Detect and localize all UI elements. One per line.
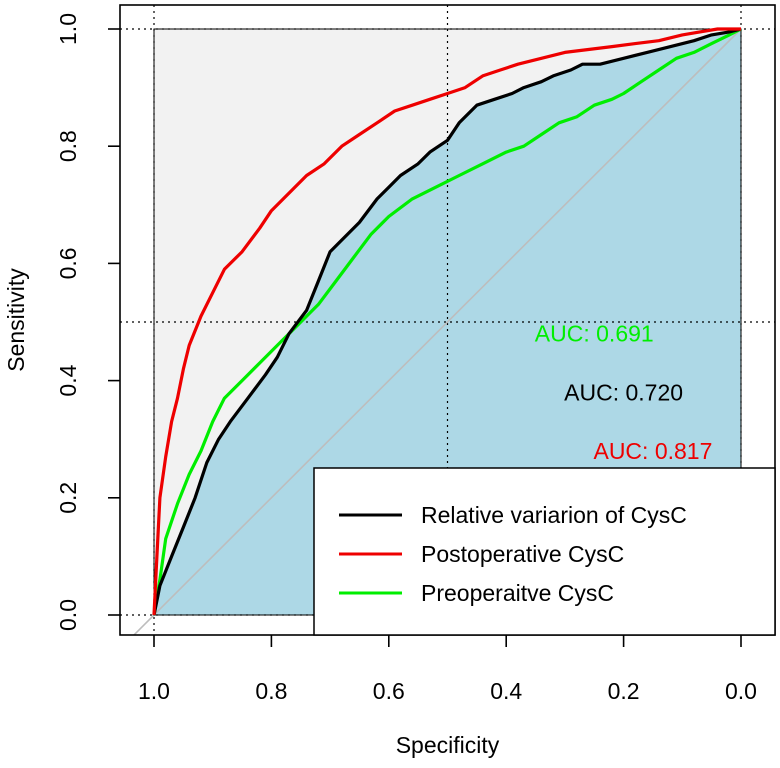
legend-label-postoperative: Postoperative CysC (421, 541, 624, 567)
roc-curve-postoperative (152, 27, 741, 616)
x-tick-label: 0.2 (608, 678, 640, 704)
y-tick-label: 0.0 (55, 599, 81, 631)
chance-diagonal (132, 28, 742, 635)
legend-label-relative: Relative variarion of CysC (421, 502, 687, 528)
roc-curves (132, 27, 742, 635)
auc-label-relative: AUC: 0.720 (564, 379, 683, 405)
x-tick-label: 1.0 (138, 678, 170, 704)
x-tick-label: 0.0 (725, 678, 757, 704)
legend-box (313, 467, 776, 636)
y-tick-label: 0.8 (55, 130, 81, 162)
y-axis-title: Sensitivity (3, 268, 29, 372)
x-tick-label: 0.6 (373, 678, 405, 704)
y-tick-label: 0.2 (55, 482, 81, 514)
auc-labels: AUC: 0.691 AUC: 0.720 AUC: 0.817 (535, 321, 713, 464)
roc-curve-preoperative (152, 27, 742, 616)
x-tick-label: 0.8 (255, 678, 287, 704)
auc-label-postoperative: AUC: 0.817 (593, 438, 712, 464)
legend-label-preoperative: Preoperaitve CysC (421, 580, 614, 606)
auc-label-preoperative: AUC: 0.691 (535, 321, 654, 347)
y-tick-label: 0.6 (55, 247, 81, 279)
x-tick-label: 0.4 (490, 678, 522, 704)
y-tick-label: 0.4 (55, 364, 81, 396)
y-tick-label: 1.0 (55, 13, 81, 45)
axes: 1.0 0.8 0.6 0.4 0.2 0.0 0.0 0.2 0.4 0.6 0.8 1.0 (55, 4, 776, 704)
legend: Relative variarion of CysC Postoperative… (313, 467, 776, 636)
roc-curve-relative (152, 27, 742, 616)
x-axis-title: Specificity (396, 732, 500, 758)
